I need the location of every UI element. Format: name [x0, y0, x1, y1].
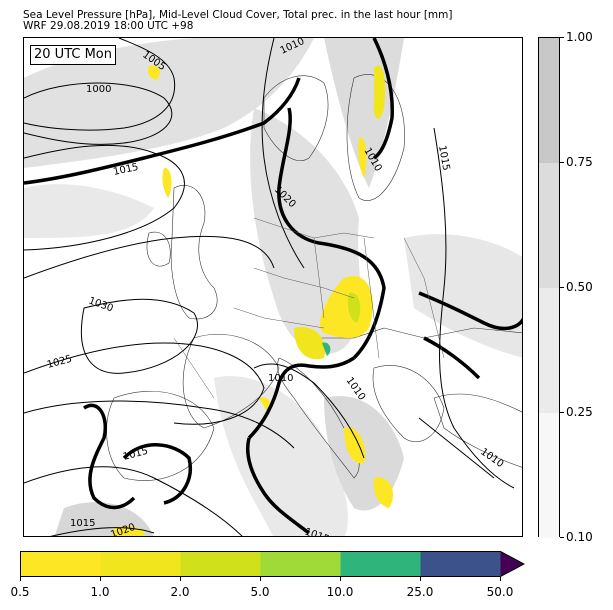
precip-tick-label: 1.0 — [90, 585, 110, 599]
isobar-label: 1015 — [122, 446, 149, 463]
isobars — [24, 38, 515, 536]
thick-contours — [24, 38, 522, 535]
cloud-tick-label: 1.00 — [566, 30, 593, 44]
precip-tick-label: 10.0 — [326, 585, 354, 599]
cloud-tick — [560, 537, 564, 538]
isobar-label: 1030 — [87, 295, 115, 314]
precip-tick — [420, 577, 421, 581]
isobar-label: 1015 — [436, 145, 451, 172]
cloud-tick-label: 0.50 — [566, 280, 593, 294]
precip-tick — [260, 577, 261, 581]
isobar-label: 1015 — [70, 518, 95, 529]
precipitation-layer — [112, 65, 394, 536]
isobar-label: 1015 — [303, 526, 331, 537]
cloud-cover-colorbar — [538, 37, 560, 538]
precipitation-colorbar — [20, 551, 526, 577]
precip-tick-label: 5.0 — [250, 585, 270, 599]
isobar-label: 1010 — [268, 373, 293, 384]
precip-tick-label: 50.0 — [486, 585, 514, 599]
cloud-tick-label: 0.25 — [566, 405, 593, 419]
cloud-band-1 — [539, 38, 559, 163]
cloud-tick-label: 0.10 — [566, 530, 593, 544]
isobar-label: 1000 — [86, 84, 111, 95]
chart-title-line1: Sea Level Pressure [hPa], Mid-Level Clou… — [23, 9, 453, 21]
precip-colorbar-graphic — [20, 551, 526, 577]
precip-tick — [500, 577, 501, 581]
precip-tick — [20, 577, 21, 581]
chart-title-line2: WRF 29.08.2019 18:00 UTC +98 — [23, 20, 194, 32]
isobar-label: 1015 — [112, 162, 139, 178]
precip-tick-label: 0.5 — [10, 585, 30, 599]
cloud-tick — [560, 287, 564, 288]
precip-tick-label: 2.0 — [170, 585, 190, 599]
cloud-band-3 — [539, 288, 559, 413]
cloud-tick-label: 0.75 — [566, 155, 593, 169]
forecast-time-label: 20 UTC Mon — [30, 45, 116, 65]
precip-tick — [180, 577, 181, 581]
cloud-band-4 — [539, 413, 559, 538]
precip-tick — [340, 577, 341, 581]
country-borders — [173, 217, 445, 399]
cloud-tick — [560, 37, 564, 38]
cloud-tick — [560, 162, 564, 163]
weather-map: 1005 1010 1000 1015 1010 1015 1020 1030 … — [23, 37, 523, 537]
precip-tick-label: 25.0 — [406, 585, 434, 599]
precip-tick — [100, 577, 101, 581]
cloud-band-2 — [539, 163, 559, 288]
map-graphics: 1005 1010 1000 1015 1010 1015 1020 1030 … — [24, 38, 522, 537]
isobar-label: 1010 — [478, 446, 505, 470]
isobar-label: 1025 — [46, 354, 73, 371]
cloud-tick — [560, 412, 564, 413]
